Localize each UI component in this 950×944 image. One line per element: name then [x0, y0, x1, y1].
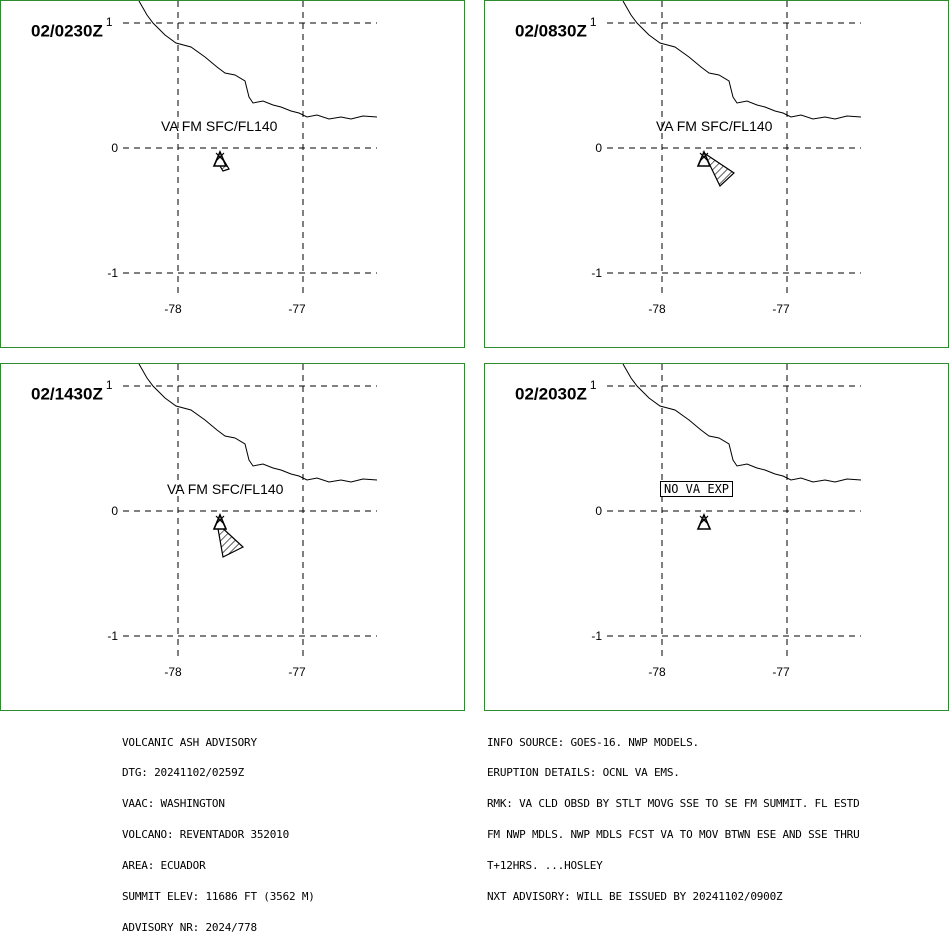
volcano-mark	[215, 515, 225, 525]
map-graphics	[123, 364, 378, 660]
lat-label-0: 0	[595, 504, 602, 518]
advisory-line: T+12HRS. ...HOSLEY	[487, 859, 603, 873]
lat-label-minus1: -1	[107, 629, 118, 643]
advisory-line: SUMMIT ELEV: 11686 FT (3562 M)	[122, 890, 315, 904]
lat-label-0: 0	[595, 141, 602, 155]
coastline	[138, 1, 378, 120]
ash-cloud-label: VA FM SFC/FL140	[161, 118, 278, 134]
lon-label-minus77: -77	[288, 302, 306, 316]
ash-plume	[702, 151, 735, 187]
volcano-mark	[699, 152, 709, 162]
advisory-line: AREA: ECUADOR	[122, 859, 206, 873]
advisory-line: NXT ADVISORY: WILL BE ISSUED BY 20241102…	[487, 890, 783, 904]
panel-time: 02/1430Z 1	[31, 378, 113, 404]
advisory-line: VOLCANO: REVENTADOR 352010	[122, 828, 289, 842]
advisory-line: RMK: VA CLD OBSD BY STLT MOVG SSE TO SE …	[487, 797, 860, 811]
panel-time: 02/0230Z 1	[31, 15, 113, 41]
lon-label-minus78: -78	[164, 665, 182, 679]
lat-label-minus1: -1	[107, 266, 118, 280]
lon-label-minus77: -77	[288, 665, 306, 679]
lon-label-minus78: -78	[648, 665, 666, 679]
volcano-icon	[212, 512, 228, 530]
ash-plume	[216, 521, 245, 558]
coastline	[138, 364, 378, 483]
advisory-line: VAAC: WASHINGTON	[122, 797, 225, 811]
lon-label-minus77: -77	[772, 302, 790, 316]
advisory-line: FM NWP MDLS. NWP MDLS FCST VA TO MOV BTW…	[487, 828, 860, 842]
volcano-icon	[212, 149, 228, 167]
lat-label-0: 0	[111, 141, 118, 155]
volcano-mark	[699, 515, 709, 525]
panel-time: 02/0830Z 1	[515, 15, 597, 41]
forecast-panel-4: 02/2030Z 1 0 -1 -78 -77 NO VA EXP	[484, 363, 949, 711]
volcano-mark	[215, 152, 225, 162]
lat-label-minus1: -1	[591, 266, 602, 280]
ash-cloud-label: VA FM SFC/FL140	[656, 118, 773, 134]
volcano-icon	[696, 149, 712, 167]
lon-label-minus78: -78	[164, 302, 182, 316]
advisory-line: VOLCANIC ASH ADVISORY	[122, 735, 257, 749]
advisory-line: ERUPTION DETAILS: OCNL VA EMS.	[487, 766, 680, 780]
map-graphics	[123, 1, 378, 297]
forecast-panel-2: 02/0830Z 1 0 -1 -78 -77 VA FM SFC/FL140	[484, 0, 949, 348]
forecast-panel-3: 02/1430Z 1 0 -1 -78 -77 VA FM SFC/FL140	[0, 363, 465, 711]
coastline	[622, 1, 862, 120]
advisory-line: INFO SOURCE: GOES-16. NWP MODELS.	[487, 735, 699, 749]
advisory-text-left: VOLCANIC ASH ADVISORY DTG: 20241102/0259…	[122, 717, 315, 944]
lon-label-minus78: -78	[648, 302, 666, 316]
lat-label-0: 0	[111, 504, 118, 518]
lon-label-minus77: -77	[772, 665, 790, 679]
map-graphics	[607, 364, 862, 660]
forecast-panel-1: 02/0230Z 1 0 -1 -78 -77 VA FM SFC/FL140	[0, 0, 465, 348]
no-va-exp-box: NO VA EXP	[660, 481, 734, 497]
advisory-line: ADVISORY NR: 2024/778	[122, 920, 257, 934]
advisory-text-right: INFO SOURCE: GOES-16. NWP MODELS. ERUPTI…	[487, 717, 860, 913]
volcano-icon	[696, 512, 712, 530]
advisory-line: DTG: 20241102/0259Z	[122, 766, 245, 780]
coastline	[622, 364, 862, 483]
map-graphics	[607, 1, 862, 297]
ash-cloud-label: VA FM SFC/FL140	[167, 481, 284, 497]
panel-time: 02/2030Z 1	[515, 378, 597, 404]
lat-label-minus1: -1	[591, 629, 602, 643]
